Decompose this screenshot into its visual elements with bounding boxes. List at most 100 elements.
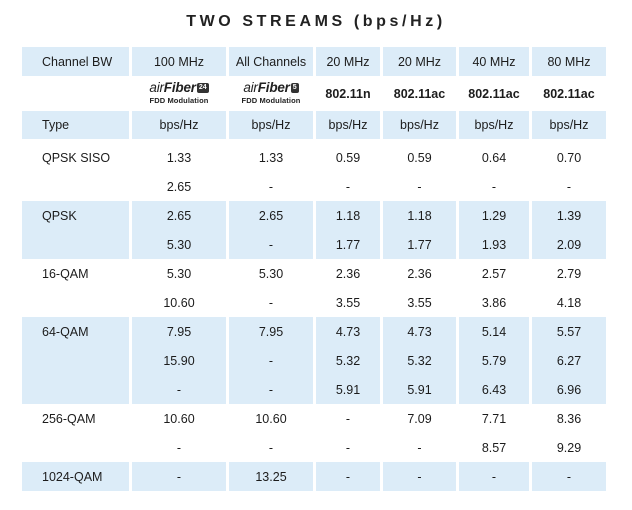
logo-badge: 5 [290, 83, 299, 93]
value-cell: 3.86 [459, 288, 529, 317]
row-label [22, 433, 129, 462]
value-cell: 8.36 [532, 404, 606, 433]
value-cell: 7.95 [229, 317, 313, 346]
value-cell: 10.60 [229, 404, 313, 433]
header-cell: 80 MHz [532, 47, 606, 76]
header-cell: 100 MHz [132, 47, 226, 76]
value-cell: 6.96 [532, 375, 606, 404]
table-row: 256-QAM 10.60 10.60-7.09 7.71 8.36 [22, 404, 606, 433]
unit-cell: bps/Hz [383, 111, 456, 139]
logo-prefix: air [149, 80, 164, 96]
value-cell: 1.33 [132, 143, 226, 172]
row-label: 256-QAM [22, 404, 129, 433]
value-cell: 5.14 [459, 317, 529, 346]
unit-row: Type bps/Hz bps/Hz bps/Hz bps/Hz bps/Hz … [22, 111, 606, 139]
row-label: 1024-QAM [22, 462, 129, 491]
value-cell: 5.91 [316, 375, 380, 404]
value-cell: - [229, 230, 313, 259]
value-cell: 1.29 [459, 201, 529, 230]
header-cell: 40 MHz [459, 47, 529, 76]
value-cell: 10.60 [132, 288, 226, 317]
value-cell: - [229, 172, 313, 201]
table-row: 10.60-3.55 3.55 3.86 4.18 [22, 288, 606, 317]
value-cell: - [459, 462, 529, 491]
value-cell: - [229, 433, 313, 462]
logo-subtitle: FDD Modulation [149, 95, 209, 105]
table-row: QPSK 2.65 2.65 1.18 1.18 1.29 1.39 [22, 201, 606, 230]
table-row: 5.30-1.77 1.77 1.93 2.09 [22, 230, 606, 259]
header-row: Channel BW 100 MHz All Channels 20 MHz 2… [22, 47, 606, 76]
unit-cell: bps/Hz [229, 111, 313, 139]
airfiber24-logo-cell: airFiber 24 FDD Modulation [132, 76, 226, 111]
unit-cell: bps/Hz [132, 111, 226, 139]
value-cell: - [229, 375, 313, 404]
table-row: 16-QAM 5.30 5.30 2.36 2.36 2.57 2.79 [22, 259, 606, 288]
value-cell: 7.95 [132, 317, 226, 346]
value-cell: 6.27 [532, 346, 606, 375]
value-cell: 2.36 [316, 259, 380, 288]
row-label: QPSK [22, 201, 129, 230]
value-cell: 1.77 [316, 230, 380, 259]
value-cell: - [132, 433, 226, 462]
unit-label: Type [22, 111, 129, 139]
value-cell: - [316, 172, 380, 201]
value-cell: 7.71 [459, 404, 529, 433]
table-row: 64-QAM 7.95 7.95 4.73 4.73 5.14 5.57 [22, 317, 606, 346]
value-cell: 2.09 [532, 230, 606, 259]
value-cell: 5.30 [132, 230, 226, 259]
value-cell: 5.30 [229, 259, 313, 288]
value-cell: 1.18 [316, 201, 380, 230]
standard-cell: 802.11ac [459, 76, 529, 111]
table-row: 1024-QAM -13.25- - - - [22, 462, 606, 491]
value-cell: 1.18 [383, 201, 456, 230]
value-cell: 5.91 [383, 375, 456, 404]
page-title: TWO STREAMS (bps/Hz) [186, 13, 446, 30]
value-cell: 2.36 [383, 259, 456, 288]
unit-cell: bps/Hz [459, 111, 529, 139]
header-label: Channel BW [22, 47, 129, 76]
value-cell: 2.65 [132, 172, 226, 201]
value-cell: 15.90 [132, 346, 226, 375]
row-label [22, 230, 129, 259]
logo-main: Fiber [163, 80, 196, 96]
value-cell: 3.55 [316, 288, 380, 317]
header-cell: All Channels [229, 47, 313, 76]
value-cell: 0.59 [383, 143, 456, 172]
value-cell: 1.93 [459, 230, 529, 259]
row-label [22, 375, 129, 404]
value-cell: 5.57 [532, 317, 606, 346]
value-cell: 9.29 [532, 433, 606, 462]
value-cell: 1.39 [532, 201, 606, 230]
table-row: 15.90-5.32 5.32 5.79 6.27 [22, 346, 606, 375]
data-rows: QPSK SISO 1.33 1.33 0.59 0.59 0.64 0.70 2.65- - -… [22, 143, 606, 491]
table-row: - -5.91 5.91 6.43 6.96 [22, 375, 606, 404]
product-label-empty [22, 76, 129, 111]
value-cell: 5.32 [316, 346, 380, 375]
value-cell: 4.73 [316, 317, 380, 346]
header-cell: 20 MHz [316, 47, 380, 76]
spec-table: Channel BW 100 MHz All Channels 20 MHz 2… [19, 47, 609, 491]
value-cell: - [316, 433, 380, 462]
airfiber5-logo-cell: airFiber 5 FDD Modulation [229, 76, 313, 111]
value-cell: 2.79 [532, 259, 606, 288]
product-row: airFiber 24 FDD Modulation airFiber 5 FD… [22, 76, 606, 111]
value-cell: 2.65 [229, 201, 313, 230]
value-cell: 7.09 [383, 404, 456, 433]
value-cell: 10.60 [132, 404, 226, 433]
airfiber24-logo: airFiber 24 FDD Modulation [149, 80, 209, 105]
value-cell: - [132, 462, 226, 491]
table-row: - - - -8.57 9.29 [22, 433, 606, 462]
value-cell: - [132, 375, 226, 404]
standard-cell: 802.11ac [383, 76, 456, 111]
unit-cell: bps/Hz [316, 111, 380, 139]
row-label: 64-QAM [22, 317, 129, 346]
row-label [22, 288, 129, 317]
table-row: QPSK SISO 1.33 1.33 0.59 0.59 0.64 0.70 [22, 143, 606, 172]
spec-table-container: Channel BW 100 MHz All Channels 20 MHz 2… [22, 47, 609, 491]
logo-subtitle: FDD Modulation [241, 95, 301, 105]
value-cell: - [229, 346, 313, 375]
value-cell: - [316, 462, 380, 491]
header-cell: 20 MHz [383, 47, 456, 76]
row-label: QPSK SISO [22, 143, 129, 172]
standard-cell: 802.11ac [532, 76, 606, 111]
